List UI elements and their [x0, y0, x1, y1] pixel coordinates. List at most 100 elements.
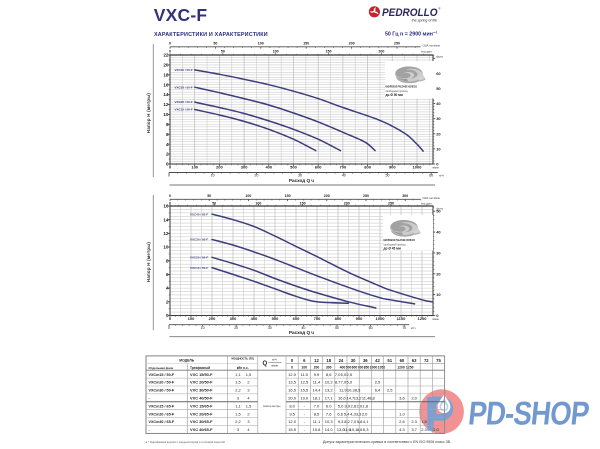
svg-text:10: 10	[163, 245, 169, 250]
svg-text:5,4: 5,4	[344, 411, 350, 416]
svg-text:60: 60	[429, 174, 433, 178]
svg-text:2,5: 2,5	[387, 388, 393, 393]
svg-text:свободный проход: свободный проход	[384, 244, 407, 247]
svg-text:50: 50	[436, 86, 441, 91]
svg-text:700: 700	[340, 165, 347, 170]
svg-text:30: 30	[351, 358, 356, 363]
svg-text:150: 150	[326, 49, 332, 53]
svg-text:футы: футы	[436, 207, 443, 211]
svg-text:20: 20	[234, 326, 238, 330]
svg-text:Допуск характеристического кри: Допуск характеристического кривых в соот…	[323, 440, 451, 444]
svg-text:0: 0	[169, 316, 172, 321]
svg-text:0: 0	[166, 162, 169, 167]
svg-text:®: ®	[438, 7, 441, 11]
svg-text:свободный проход: свободный проход	[386, 90, 409, 93]
svg-text:16,5: 16,5	[288, 388, 297, 393]
svg-text:до Ø 45 мм: до Ø 45 мм	[384, 246, 402, 250]
svg-text:2,5: 2,5	[347, 372, 353, 377]
svg-text:1,1: 1,1	[235, 372, 240, 377]
svg-text:1,0: 1,0	[399, 411, 405, 416]
svg-text:4: 4	[247, 395, 250, 400]
svg-text:1050: 1050	[378, 366, 386, 370]
svg-text:100: 100	[191, 165, 198, 170]
svg-text:0: 0	[169, 41, 171, 45]
svg-text:40: 40	[342, 174, 346, 178]
svg-text:1,8: 1,8	[362, 403, 368, 408]
svg-text:12.0: 12.0	[288, 372, 297, 377]
svg-text:1000: 1000	[376, 316, 386, 321]
svg-text:30: 30	[268, 326, 272, 330]
svg-text:150: 150	[300, 201, 306, 205]
svg-text:6: 6	[303, 358, 306, 363]
svg-text:Напор метры: Напор метры	[263, 404, 280, 408]
svg-text:11,9: 11,9	[339, 388, 347, 393]
svg-text:500: 500	[272, 316, 279, 321]
svg-text:8.0: 8.0	[289, 403, 295, 408]
svg-text:17,1: 17,1	[325, 395, 334, 400]
svg-text:VXCm15 / 65-F: VXCm15 / 65-F	[149, 404, 175, 408]
svg-text:VXC20 / 50-F: VXC20 / 50-F	[175, 100, 193, 104]
svg-text:60: 60	[400, 358, 405, 363]
svg-text:150: 150	[303, 41, 309, 45]
svg-text:2.0: 2.0	[433, 427, 439, 432]
svg-text:0: 0	[291, 366, 293, 370]
svg-text:-: -	[149, 396, 151, 400]
svg-text:0: 0	[168, 174, 170, 178]
svg-text:Отдельная фаза: Отдельная фаза	[149, 366, 174, 370]
svg-text:кВт л.с.: кВт л.с.	[237, 366, 249, 370]
svg-text:10,3: 10,3	[325, 419, 334, 424]
svg-text:2: 2	[166, 299, 169, 304]
svg-text:ВИХРЕВОЕ РАБОЧЕЕ КОЛЕСО: ВИХРЕВОЕ РАБОЧЕЕ КОЛЕСО	[386, 84, 418, 88]
svg-text:м³/ч: м³/ч	[272, 357, 277, 361]
svg-text:VXC40 / 65-F: VXC40 / 65-F	[190, 212, 208, 216]
svg-text:1,5: 1,5	[235, 380, 240, 385]
svg-text:1,5: 1,5	[421, 419, 427, 424]
svg-text:10: 10	[436, 146, 441, 151]
svg-text:40: 40	[436, 230, 441, 235]
svg-text:200: 200	[349, 41, 355, 45]
svg-text:250: 250	[388, 201, 394, 205]
svg-text:Imp gpm: Imp gpm	[421, 201, 433, 205]
svg-text:VXCm20 / 50-F: VXCm20 / 50-F	[149, 381, 175, 385]
svg-text:м³/ч: м³/ч	[439, 174, 444, 178]
svg-text:4,3: 4,3	[350, 411, 356, 416]
svg-text:3: 3	[247, 388, 249, 393]
svg-text:400: 400	[265, 165, 272, 170]
svg-text:8,6: 8,6	[357, 427, 363, 432]
svg-text:800: 800	[335, 316, 342, 321]
svg-text:250: 250	[394, 41, 400, 45]
svg-text:10,3: 10,3	[347, 388, 356, 393]
svg-text:500: 500	[290, 165, 297, 170]
svg-text:2.3: 2.3	[411, 419, 417, 424]
svg-text:6,4: 6,4	[375, 388, 381, 393]
svg-text:300: 300	[241, 165, 248, 170]
svg-text:VXC15 / 65-F: VXC15 / 65-F	[190, 266, 208, 270]
svg-text:6: 6	[166, 272, 169, 277]
svg-text:800: 800	[364, 165, 371, 170]
svg-text:3,6: 3,6	[399, 395, 405, 400]
svg-text:VXC 20/65-F: VXC 20/65-F	[190, 411, 213, 416]
svg-text:2: 2	[247, 411, 249, 416]
svg-text:9,3: 9,3	[338, 419, 344, 424]
svg-text:VXC30 / 50-F: VXC30 / 50-F	[175, 85, 193, 89]
svg-text:2,5: 2,5	[375, 380, 381, 385]
svg-text:7,6: 7,6	[326, 411, 332, 416]
svg-text:900: 900	[356, 316, 363, 321]
svg-text:16: 16	[163, 204, 169, 209]
svg-text:1,5: 1,5	[246, 372, 251, 377]
svg-text:30: 30	[436, 250, 441, 255]
svg-text:3: 3	[237, 395, 239, 400]
svg-text:VXC 30/65-F: VXC 30/65-F	[190, 419, 213, 424]
svg-text:МОДЕЛЬ: МОДЕЛЬ	[179, 359, 194, 363]
svg-text:VXCm20 / 65-F: VXCm20 / 65-F	[149, 412, 175, 416]
svg-text:14.0: 14.0	[325, 427, 334, 432]
svg-text:900: 900	[389, 165, 396, 170]
svg-text:4: 4	[247, 427, 250, 432]
svg-text:20,0: 20,0	[288, 395, 297, 400]
svg-text:200: 200	[344, 201, 350, 205]
svg-text:VXC-F: VXC-F	[154, 5, 208, 25]
svg-text:600: 600	[293, 316, 300, 321]
svg-text:6,6: 6,6	[337, 411, 343, 416]
svg-text:0: 0	[169, 49, 171, 53]
svg-text:300: 300	[326, 366, 332, 370]
